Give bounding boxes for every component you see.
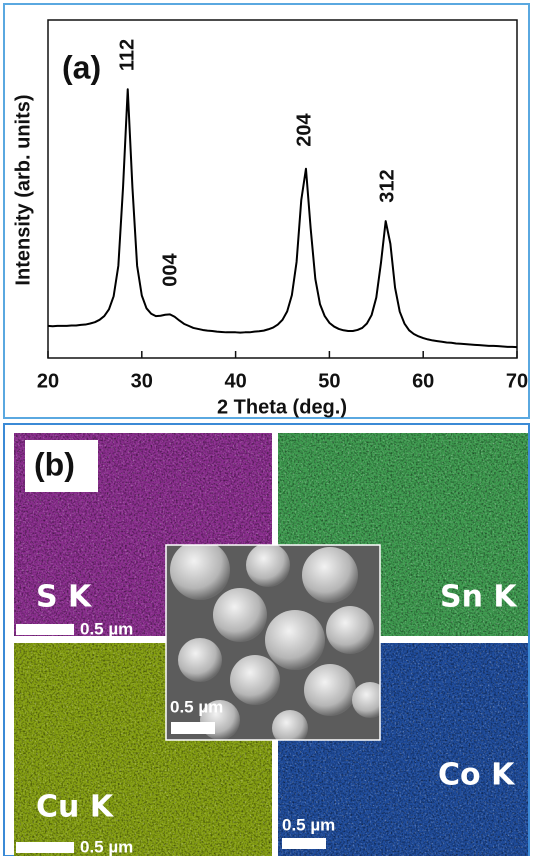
scale-bar-label: 0.5 µm bbox=[80, 837, 133, 856]
x-tick-label: 30 bbox=[131, 370, 153, 392]
x-axis-label: 2 Theta (deg.) bbox=[217, 396, 347, 418]
y-axis-label: Intensity (arb. units) bbox=[12, 94, 34, 285]
scale-bar bbox=[16, 624, 74, 635]
panel-label: (a) bbox=[62, 49, 101, 85]
panel-label: (b) bbox=[34, 446, 75, 482]
peak-label: 204 bbox=[293, 112, 315, 146]
element-label: S K bbox=[36, 580, 93, 615]
peak-label: 112 bbox=[116, 39, 138, 71]
scale-bar-label: 0.5 µm bbox=[282, 815, 335, 834]
element-label: Cu K bbox=[36, 790, 115, 825]
peak-label: 004 bbox=[159, 252, 181, 286]
scale-bar bbox=[171, 722, 215, 734]
x-tick-label: 70 bbox=[506, 370, 528, 392]
element-label: Sn K bbox=[440, 580, 518, 615]
x-tick-label: 20 bbox=[37, 370, 59, 392]
scale-bar bbox=[16, 842, 74, 853]
x-tick-label: 50 bbox=[318, 370, 340, 392]
element-label: Co K bbox=[438, 758, 516, 793]
scale-bar-label: 0.5 µm bbox=[80, 619, 133, 638]
scale-bar bbox=[282, 838, 326, 849]
scale-bar-label: 0.5 µm bbox=[170, 697, 223, 716]
figure: (a) 112 004 204 312 2 Theta (deg.) Inten… bbox=[0, 0, 534, 856]
x-tick-label: 60 bbox=[412, 370, 434, 392]
peak-label: 312 bbox=[376, 169, 398, 202]
x-tick-label: 40 bbox=[224, 370, 246, 392]
